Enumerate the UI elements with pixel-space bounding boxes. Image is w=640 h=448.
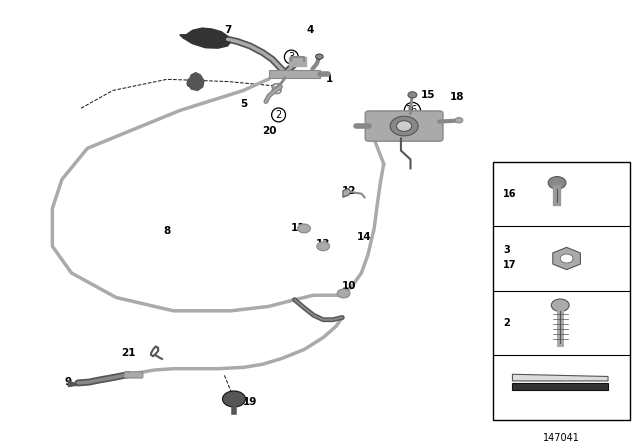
Text: 9: 9 (65, 377, 72, 387)
Polygon shape (289, 57, 306, 66)
Text: 17: 17 (503, 260, 516, 270)
Text: 10: 10 (341, 281, 356, 291)
FancyBboxPatch shape (493, 162, 630, 420)
Text: 7: 7 (224, 26, 231, 35)
Text: 16: 16 (406, 105, 419, 116)
Text: 11: 11 (291, 224, 305, 233)
FancyBboxPatch shape (513, 383, 608, 390)
Text: 14: 14 (357, 233, 372, 242)
Text: 21: 21 (122, 348, 136, 358)
Circle shape (298, 224, 310, 233)
Text: 6: 6 (186, 79, 193, 89)
Text: 17: 17 (390, 123, 403, 133)
Polygon shape (269, 70, 320, 78)
Polygon shape (68, 381, 78, 387)
Polygon shape (188, 73, 204, 90)
Polygon shape (343, 188, 351, 197)
Text: 19: 19 (243, 397, 257, 407)
Circle shape (390, 116, 418, 136)
Circle shape (455, 117, 463, 123)
Circle shape (316, 54, 323, 59)
Polygon shape (180, 28, 231, 48)
Text: 1: 1 (326, 74, 333, 84)
Text: 4: 4 (307, 26, 314, 35)
Circle shape (396, 121, 412, 131)
Circle shape (408, 92, 417, 98)
Text: 8: 8 (163, 226, 171, 236)
Circle shape (551, 299, 569, 311)
Text: 20: 20 (262, 125, 276, 135)
FancyBboxPatch shape (365, 111, 443, 141)
Text: 12: 12 (341, 185, 356, 196)
Circle shape (223, 391, 246, 407)
Text: 147041: 147041 (543, 433, 580, 443)
Polygon shape (513, 374, 608, 381)
Circle shape (317, 242, 330, 251)
FancyBboxPatch shape (124, 372, 143, 378)
Text: 2: 2 (275, 110, 282, 120)
Text: 15: 15 (421, 90, 436, 100)
Text: 5: 5 (240, 99, 247, 109)
Text: 18: 18 (450, 92, 464, 102)
Circle shape (337, 289, 350, 298)
Circle shape (560, 254, 573, 263)
Text: 13: 13 (316, 239, 330, 249)
Text: 3: 3 (288, 52, 294, 62)
Text: 2: 2 (503, 318, 509, 328)
Circle shape (548, 177, 566, 189)
Text: 16: 16 (503, 189, 516, 199)
Text: 3: 3 (503, 245, 509, 254)
